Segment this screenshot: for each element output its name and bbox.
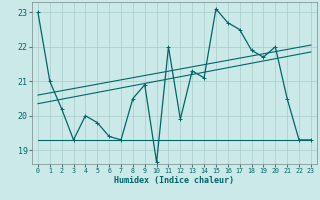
X-axis label: Humidex (Indice chaleur): Humidex (Indice chaleur) — [115, 176, 234, 185]
